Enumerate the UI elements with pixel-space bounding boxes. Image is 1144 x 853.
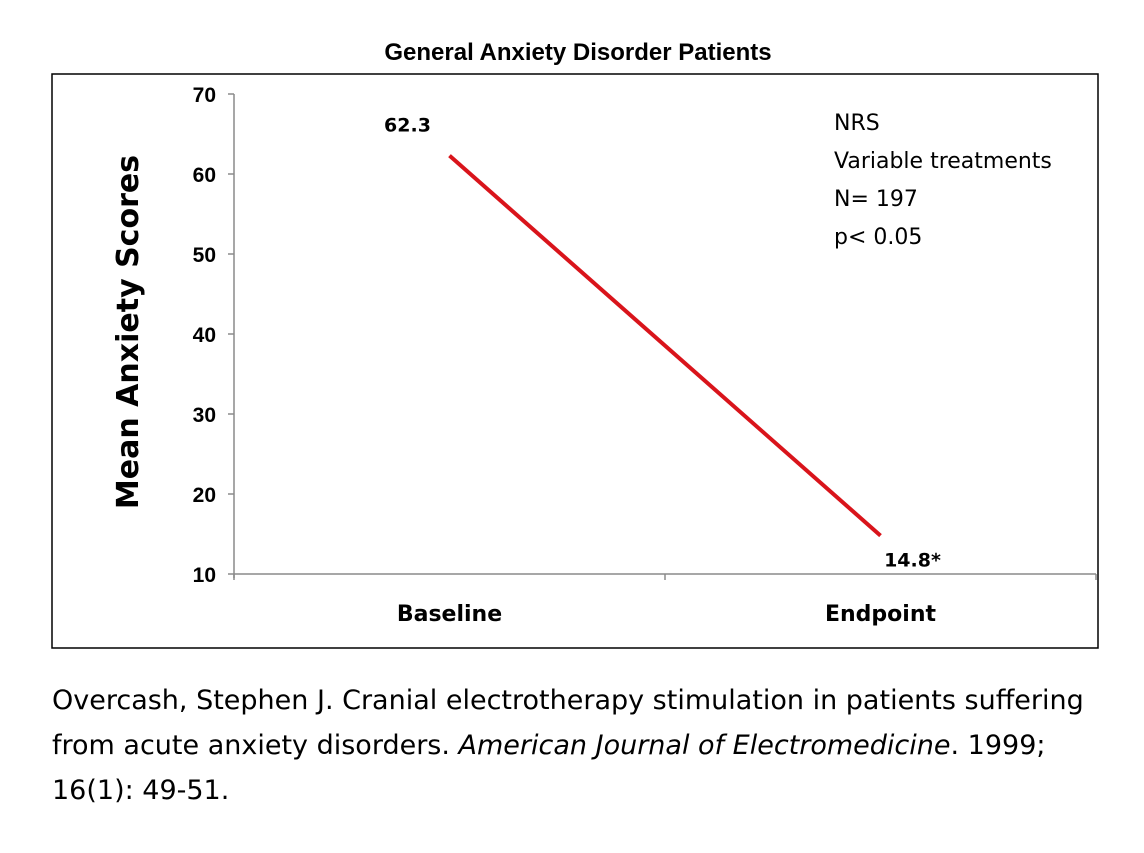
x-tick-label: Endpoint (825, 602, 937, 627)
data-label: 14.8* (884, 550, 941, 572)
data-label: 62.3 (384, 115, 431, 137)
y-tick-label: 50 (193, 244, 216, 267)
annotation-line: p< 0.05 (834, 225, 922, 250)
y-tick-label: 70 (193, 84, 216, 107)
x-ticks: Baseline Endpoint (233, 574, 1097, 627)
citation-journal: American Journal of Electromedicine (458, 730, 951, 761)
series-line (448, 154, 882, 538)
annotation-line: Variable treatments (834, 149, 1052, 174)
y-tick-label: 30 (193, 404, 216, 427)
citation-text: Overcash, Stephen J. Cranial electrother… (52, 685, 1084, 761)
y-tick-label: 40 (193, 324, 216, 347)
x-tick-label: Baseline (397, 602, 502, 627)
y-tick-label: 20 (193, 484, 216, 507)
y-tick-label: 60 (193, 164, 216, 187)
chart: General Anxiety Disorder Patients Mean A… (51, 39, 1099, 649)
citation: Overcash, Stephen J. Cranial electrother… (52, 678, 1112, 813)
series-group: 62.3 14.8* (384, 115, 941, 572)
y-axis-label: Mean Anxiety Scores (111, 155, 146, 509)
plot-frame (51, 73, 1099, 649)
y-ticks: 10 20 30 40 50 60 70 (193, 84, 234, 587)
y-tick-label: 10 (193, 564, 216, 587)
chart-title: General Anxiety Disorder Patients (384, 39, 771, 66)
annotation-box: NRS Variable treatments N= 197 p< 0.05 (834, 111, 1052, 250)
annotation-line: NRS (834, 111, 880, 136)
annotation-line: N= 197 (834, 187, 918, 212)
citation-details: . 1999; 16(1): 49-51. (52, 730, 1046, 806)
